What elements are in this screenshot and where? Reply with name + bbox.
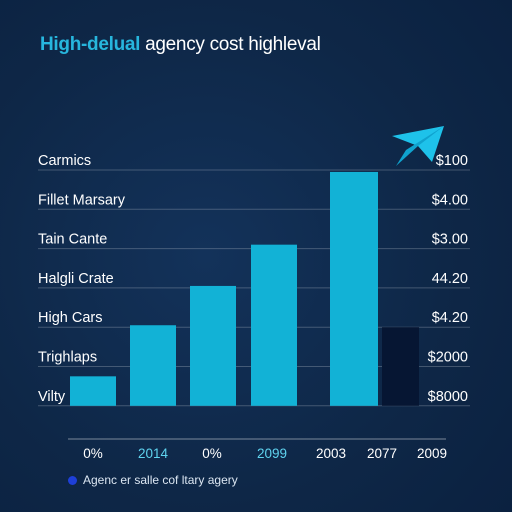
x-tick-label: 2014 xyxy=(138,446,169,461)
row-label: Trighlaps xyxy=(38,350,97,366)
chart-title-highlight: High-delual xyxy=(40,34,141,55)
right-value-label: 44.20 xyxy=(432,271,468,287)
x-tick-label: 2009 xyxy=(417,446,447,461)
bar-dark xyxy=(382,327,419,406)
legend-swatch xyxy=(68,475,77,485)
bar xyxy=(251,244,297,406)
bar xyxy=(330,171,378,406)
legend-label: Agenc er salle cof ltary agery xyxy=(83,473,238,487)
chart-title-rest: agency cost highleval xyxy=(140,34,321,55)
row-label: Fillet Marsary xyxy=(38,192,126,208)
row-label: Tain Cante xyxy=(38,232,107,248)
row-label: Vilty xyxy=(38,389,66,405)
x-tick-label: 2099 xyxy=(257,446,287,461)
bar xyxy=(190,285,236,406)
right-value-label: $4.00 xyxy=(432,192,468,208)
x-tick-label: 2003 xyxy=(316,446,346,461)
right-value-label: $8000 xyxy=(428,389,468,405)
chart-title: High-delual agency cost highleval xyxy=(40,34,321,56)
x-tick-label: 2077 xyxy=(367,446,397,461)
row-label: Carmics xyxy=(38,153,91,169)
bar xyxy=(130,325,176,406)
right-value-label: $2000 xyxy=(428,350,468,366)
x-tick-label: 0% xyxy=(83,446,103,461)
bar xyxy=(70,376,116,406)
right-value-label: $100 xyxy=(436,153,468,169)
row-label: Halgli Crate xyxy=(38,271,114,287)
chart-legend: Agenc er salle cof ltary agery xyxy=(68,473,238,487)
right-value-label: $4.20 xyxy=(432,310,468,326)
x-tick-label: 0% xyxy=(202,446,222,461)
right-value-label: $3.00 xyxy=(432,232,468,248)
paper-plane-icon xyxy=(392,126,444,166)
row-label: High Cars xyxy=(38,310,102,326)
